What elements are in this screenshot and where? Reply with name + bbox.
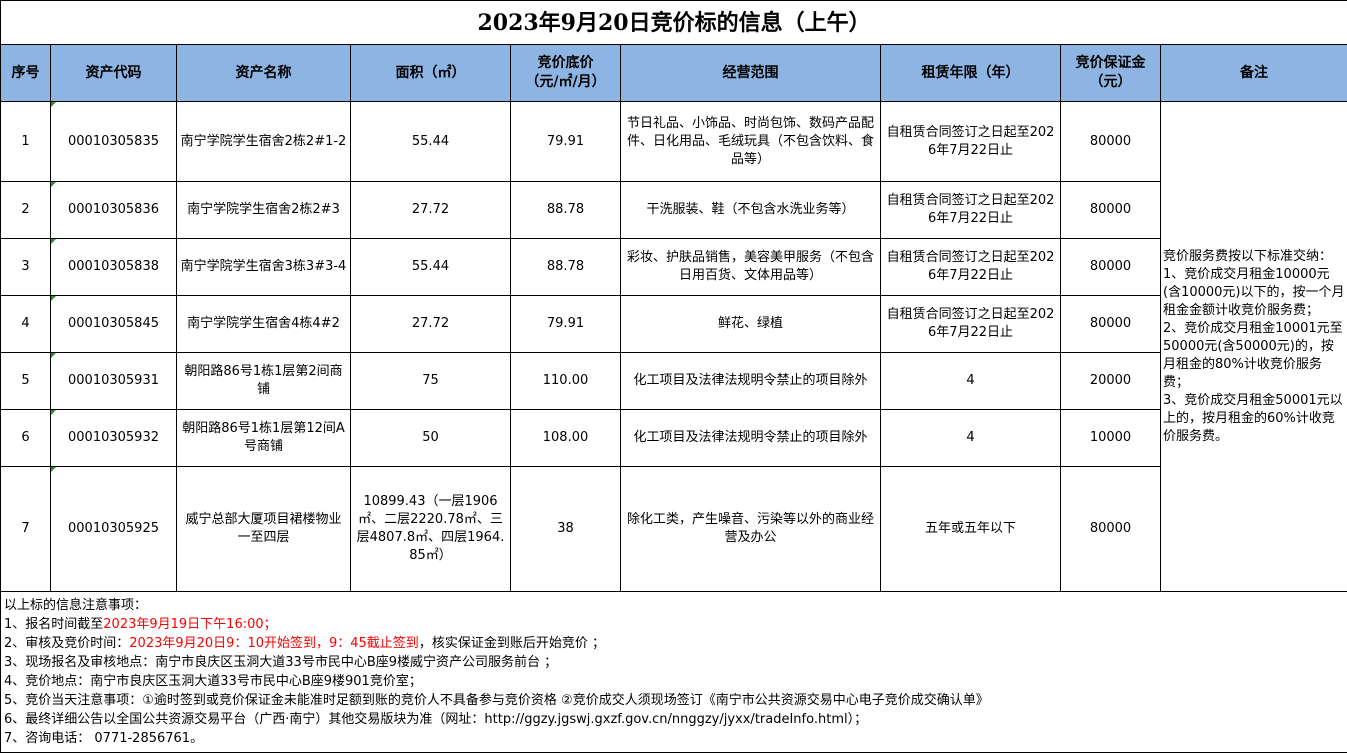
- note-text: 4、竞价地点：南宁市良庆区玉洞大道33号市民中心B座9楼901竞价室；: [4, 674, 422, 689]
- cell-deposit: 80000: [1061, 182, 1161, 239]
- cell-term: 4: [881, 410, 1061, 467]
- cell-name: 南宁学院学生宿舍2栋2#3: [177, 182, 351, 239]
- cell-scope: 除化工类，产生噪音、污染等以外的商业经营及办公: [621, 467, 881, 592]
- cell-deposit: 80000: [1061, 296, 1161, 353]
- header-remark: 备注: [1161, 45, 1347, 102]
- cell-price: 108.00: [511, 410, 621, 467]
- header-name: 资产名称: [177, 45, 351, 102]
- cell-no: 1: [1, 102, 51, 182]
- header-scope: 经营范围: [621, 45, 881, 102]
- cell-deposit: 20000: [1061, 353, 1161, 410]
- cell-name: 朝阳路86号1栋1层第12间A号商铺: [177, 410, 351, 467]
- note-text: 以上标的信息注意事项：: [4, 598, 147, 613]
- header-no: 序号: [1, 45, 51, 102]
- cell-scope: 彩妆、护肤品销售，美容美甲服务（不包含日用百货、文体用品等）: [621, 239, 881, 296]
- cell-scope: 化工项目及法律法规明令禁止的项目除外: [621, 353, 881, 410]
- cell-no: 5: [1, 353, 51, 410]
- cell-no: 4: [1, 296, 51, 353]
- cell-price: 110.00: [511, 353, 621, 410]
- cell-name: 威宁总部大厦项目裙楼物业一至四层: [177, 467, 351, 592]
- cell-deposit: 10000: [1061, 410, 1161, 467]
- cell-term: 自租赁合同签订之日起至2026年7月22日止: [881, 182, 1061, 239]
- note-text: 2、审核及竞价时间：: [4, 636, 129, 651]
- page-title: 2023年9月20日竞价标的信息（上午）: [1, 1, 1347, 45]
- cell-no: 7: [1, 467, 51, 592]
- note-line: 2、审核及竞价时间：2023年9月20日9：10开始签到，9：45截止签到，核实…: [4, 634, 1344, 653]
- cell-code: 00010305932: [51, 410, 177, 467]
- cell-price: 88.78: [511, 239, 621, 296]
- note-text: 1、报名时间截至: [4, 617, 103, 632]
- cell-code: 00010305925: [51, 467, 177, 592]
- cell-name: 南宁学院学生宿舍3栋3#3-4: [177, 239, 351, 296]
- cell-area: 50: [351, 410, 511, 467]
- cell-code: 00010305845: [51, 296, 177, 353]
- note-text: 6、最终详细公告以全国公共资源交易平台（广西·南宁）其他交易版块为准（网址：ht…: [4, 712, 867, 727]
- cell-name: 朝阳路86号1栋1层第2间商铺: [177, 353, 351, 410]
- cell-price: 79.91: [511, 296, 621, 353]
- note-line: 4、竞价地点：南宁市良庆区玉洞大道33号市民中心B座9楼901竞价室；: [4, 672, 1344, 691]
- cell-no: 2: [1, 182, 51, 239]
- header-area: 面积（㎡）: [351, 45, 511, 102]
- cell-term: 自租赁合同签订之日起至2026年7月22日止: [881, 239, 1061, 296]
- highlight-text: 2023年9月20日9：10开始签到，9：45截止签到: [129, 636, 419, 651]
- note-line: 以上标的信息注意事项：: [4, 596, 1344, 615]
- cell-deposit: 80000: [1061, 102, 1161, 182]
- cell-scope: 鲜花、绿植: [621, 296, 881, 353]
- cell-no: 3: [1, 239, 51, 296]
- cell-area: 10899.43（一层1906㎡、二层2220.78㎡、三层4807.8㎡、四层…: [351, 467, 511, 592]
- cell-name: 南宁学院学生宿舍4栋4#2: [177, 296, 351, 353]
- cell-term: 自租赁合同签订之日起至2026年7月22日止: [881, 296, 1061, 353]
- note-text: 5、竞价当天注意事项：①逾时签到或竞价保证金未能准时足额到账的竞价人不具备参与竞…: [4, 693, 989, 708]
- cell-price: 79.91: [511, 102, 621, 182]
- note-text: ，核实保证金到账后开始竞价 ；: [419, 636, 605, 651]
- cell-area: 27.72: [351, 296, 511, 353]
- note-text: 7、咨询电话： 0771-2856761。: [4, 731, 203, 746]
- cell-no: 6: [1, 410, 51, 467]
- cell-scope: 节日礼品、小饰品、时尚包饰、数码产品配件、日化用品、毛绒玩具（不包含饮料、食品等…: [621, 102, 881, 182]
- cell-scope: 化工项目及法律法规明令禁止的项目除外: [621, 410, 881, 467]
- cell-price: 38: [511, 467, 621, 592]
- note-line: 1、报名时间截至2023年9月19日下午16:00；: [4, 615, 1344, 634]
- note-line: 3、现场报名及审核地点：南宁市良庆区玉洞大道33号市民中心B座9楼威宁资产公司服…: [4, 653, 1344, 672]
- cell-deposit: 80000: [1061, 467, 1161, 592]
- note-line: 6、最终详细公告以全国公共资源交易平台（广西·南宁）其他交易版块为准（网址：ht…: [4, 710, 1344, 729]
- remark-cell: 竞价服务费按以下标准交纳： 1、竞价成交月租金10000元(含10000元)以下…: [1161, 102, 1347, 592]
- cell-term: 自租赁合同签订之日起至2026年7月22日止: [881, 102, 1061, 182]
- header-code: 资产代码: [51, 45, 177, 102]
- header-deposit: 竞价保证金 （元）: [1061, 45, 1161, 102]
- cell-term: 五年或五年以下: [881, 467, 1061, 592]
- note-text: 3、现场报名及审核地点：南宁市良庆区玉洞大道33号市民中心B座9楼威宁资产公司服…: [4, 655, 557, 670]
- cell-area: 27.72: [351, 182, 511, 239]
- cell-name: 南宁学院学生宿舍2栋2#1-2: [177, 102, 351, 182]
- cell-code: 00010305835: [51, 102, 177, 182]
- cell-deposit: 80000: [1061, 239, 1161, 296]
- header-price: 竞价底价 （元/㎡/月）: [511, 45, 621, 102]
- cell-scope: 干洗服装、鞋（不包含水洗业务等）: [621, 182, 881, 239]
- cell-price: 88.78: [511, 182, 621, 239]
- note-line: 5、竞价当天注意事项：①逾时签到或竞价保证金未能准时足额到账的竞价人不具备参与竞…: [4, 691, 1344, 710]
- header-term: 租赁年限（年）: [881, 45, 1061, 102]
- cell-area: 55.44: [351, 102, 511, 182]
- cell-code: 00010305838: [51, 239, 177, 296]
- cell-area: 55.44: [351, 239, 511, 296]
- highlight-text: 2023年9月19日下午16:00；: [103, 617, 276, 632]
- cell-term: 4: [881, 353, 1061, 410]
- cell-area: 75: [351, 353, 511, 410]
- header-row: 序号资产代码资产名称面积（㎡）竞价底价 （元/㎡/月）经营范围租赁年限（年）竞价…: [1, 45, 1347, 102]
- note-line: 7、咨询电话： 0771-2856761。: [4, 729, 1344, 748]
- notes-section: 以上标的信息注意事项：1、报名时间截至2023年9月19日下午16:00；2、审…: [1, 592, 1347, 753]
- cell-code: 00010305836: [51, 182, 177, 239]
- cell-code: 00010305931: [51, 353, 177, 410]
